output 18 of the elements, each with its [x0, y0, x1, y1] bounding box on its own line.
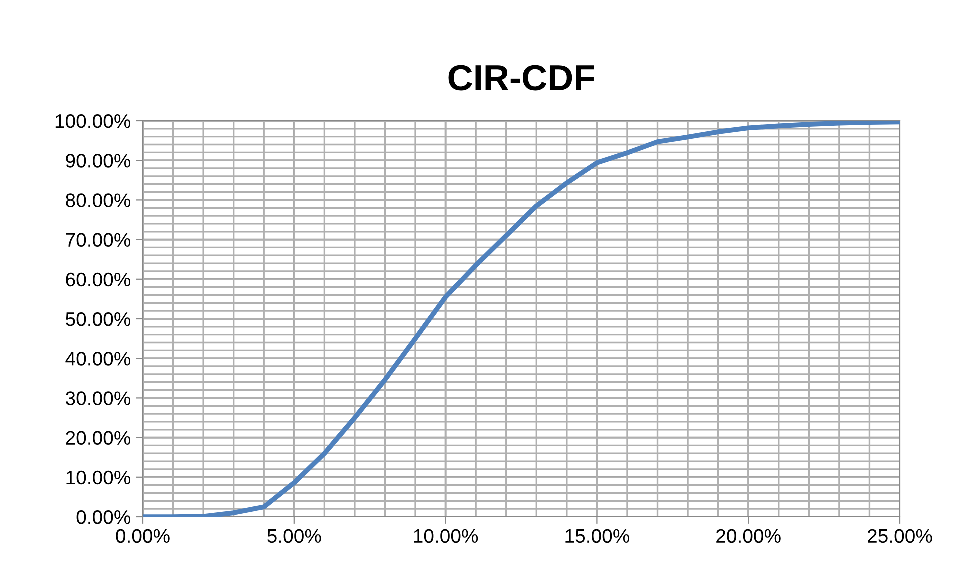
y-tick-label: 40.00%	[66, 352, 131, 366]
x-tick-label: 5.00%	[268, 529, 322, 544]
x-tick-label: 0.00%	[116, 529, 170, 544]
x-tick-label: 15.00%	[566, 529, 630, 544]
y-tick-label: 30.00%	[66, 392, 131, 406]
chart-title: CIR-CDF	[448, 65, 594, 91]
x-tick-label: 10.00%	[414, 529, 478, 544]
y-tick-label: 100.00%	[56, 114, 131, 128]
y-tick-label: 0.00%	[76, 510, 131, 524]
y-tick-label: 80.00%	[66, 194, 131, 208]
y-tick-label: 20.00%	[66, 431, 131, 446]
x-tick-label: 20.00%	[716, 529, 781, 544]
y-tick-label: 60.00%	[66, 272, 131, 287]
x-tick-label: 25.00%	[868, 529, 932, 544]
y-tick-label: 90.00%	[66, 154, 131, 168]
y-tick-label: 10.00%	[66, 470, 131, 485]
y-tick-label: 50.00%	[66, 312, 131, 326]
y-tick-label: 70.00%	[66, 233, 131, 248]
